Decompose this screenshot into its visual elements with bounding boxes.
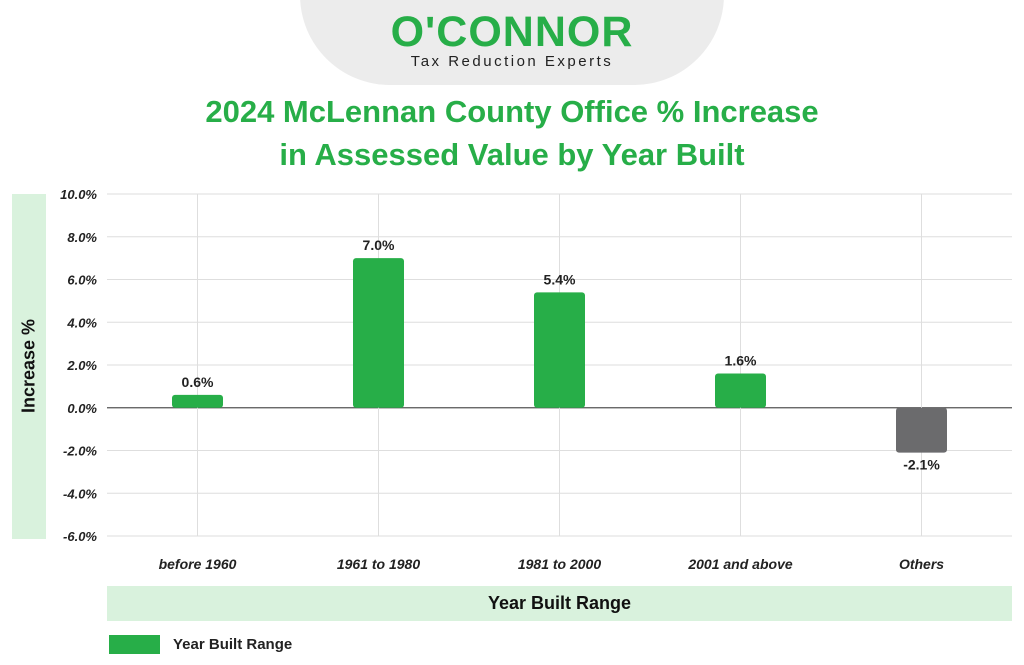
y-tick-label: 4.0% — [66, 315, 97, 330]
x-tick-label: 1961 to 1980 — [337, 556, 420, 572]
x-axis-label: Year Built Range — [107, 586, 1012, 621]
data-label: 5.4% — [544, 271, 576, 287]
data-label: -2.1% — [903, 457, 940, 473]
logo-background — [300, 0, 724, 85]
x-tick-label: Others — [899, 556, 944, 572]
y-axis-label-band — [12, 194, 46, 539]
y-tick-label: 2.0% — [66, 358, 97, 373]
chart-title: 2024 McLennan County Office % Increase i… — [112, 90, 912, 176]
logo-wordmark: O'CONNOR — [390, 8, 634, 56]
chart-title-line-2: in Assessed Value by Year Built — [279, 137, 745, 172]
x-tick-label: before 1960 — [159, 556, 237, 572]
x-tick-label: 1981 to 2000 — [518, 556, 601, 572]
y-tick-label: -6.0% — [63, 529, 97, 544]
legend-label: Year Built Range — [173, 636, 293, 653]
y-tick-label: 0.0% — [67, 401, 97, 416]
bar — [715, 373, 766, 408]
logo-tagline: Tax Reduction Experts — [410, 53, 614, 70]
chart-title-line-1: 2024 McLennan County Office % Increase — [205, 94, 819, 129]
legend-swatch — [109, 635, 160, 654]
data-label: 1.6% — [725, 353, 757, 369]
y-tick-label: 6.0% — [67, 273, 97, 288]
bar — [896, 407, 947, 453]
bar — [353, 258, 404, 408]
bar — [534, 292, 585, 408]
y-tick-label: -4.0% — [63, 486, 97, 501]
y-axis-label: Increase % — [18, 318, 39, 414]
data-label: 7.0% — [363, 237, 395, 253]
y-tick-label: 10.0% — [60, 187, 97, 202]
data-label: 0.6% — [182, 374, 214, 390]
x-tick-label: 2001 and above — [687, 556, 792, 572]
y-tick-label: -2.0% — [63, 444, 97, 459]
bar — [172, 394, 223, 408]
y-tick-label: 8.0% — [67, 230, 97, 245]
